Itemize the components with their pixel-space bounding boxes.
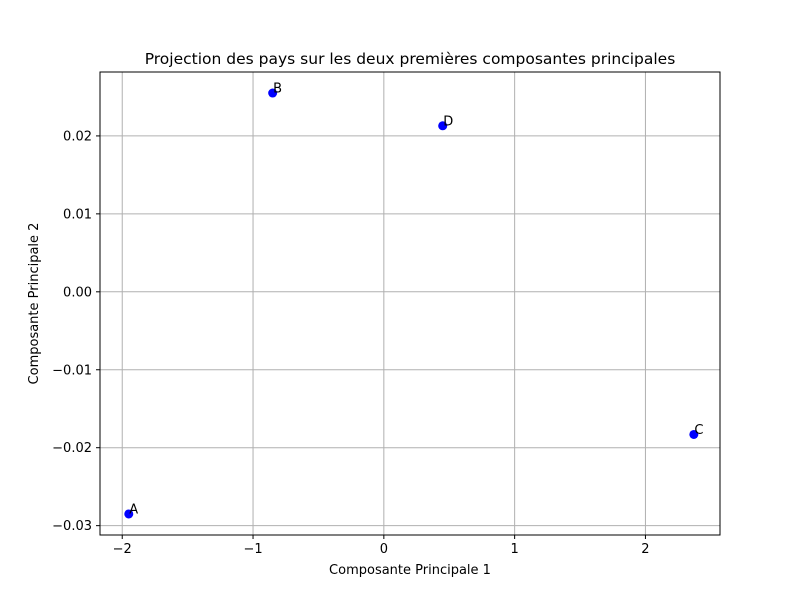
point-label-c: C	[694, 423, 703, 438]
y-tick-label: −0.03	[52, 519, 92, 534]
point-labels: A B C D	[129, 82, 703, 518]
plot-frame	[99, 71, 721, 536]
y-tick-label: −0.01	[52, 363, 92, 378]
x-tick-label: −1	[243, 542, 262, 557]
x-tick-label: 1	[511, 542, 519, 557]
y-tick-label: 0.02	[63, 129, 92, 144]
y-axis-ticks: −0.03 −0.02 −0.01 0.00 0.01 0.02	[52, 129, 100, 534]
data-point-b	[268, 88, 278, 98]
grid-lines	[100, 72, 720, 535]
point-label-b: B	[273, 82, 282, 97]
y-tick-label: 0.00	[63, 285, 92, 300]
point-label-a: A	[129, 502, 138, 517]
y-tick-label: 0.01	[63, 207, 92, 222]
point-label-d: D	[443, 114, 453, 129]
y-tick-label: −0.02	[52, 441, 92, 456]
data-point-a	[124, 509, 134, 519]
x-tick-label: −2	[113, 542, 132, 557]
y-axis-label: Composante Principale 2	[27, 223, 42, 385]
data-point-d	[438, 121, 448, 131]
chart-title: Projection des pays sur les deux premièr…	[145, 50, 676, 68]
x-axis-label: Composante Principale 1	[329, 563, 491, 578]
data-points	[124, 88, 699, 519]
data-point-c	[689, 429, 699, 439]
x-tick-label: 0	[380, 542, 388, 557]
x-tick-label: 2	[641, 542, 649, 557]
x-axis-ticks: −2 −1 0 1 2	[113, 535, 650, 557]
